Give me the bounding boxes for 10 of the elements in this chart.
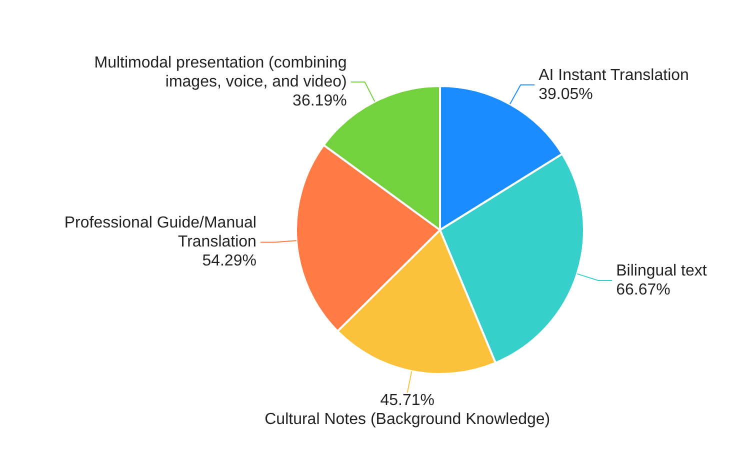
slice-label: Bilingual text [616, 262, 708, 280]
slice-label: AI Instant Translation [538, 66, 689, 84]
data-label: 54.29% [202, 252, 256, 270]
data-label: 36.19% [292, 92, 347, 110]
slice-label: Professional Guide/Manual Translation [64, 214, 256, 251]
slice-label: Cultural Notes (Background Knowledge) [264, 411, 550, 428]
slice-label: Multimodal presentation (combining images, voice, and video) [94, 54, 347, 90]
data-label: 66.67% [616, 281, 670, 298]
data-label: 39.05% [538, 86, 593, 103]
data-label: 45.71% [380, 392, 434, 410]
